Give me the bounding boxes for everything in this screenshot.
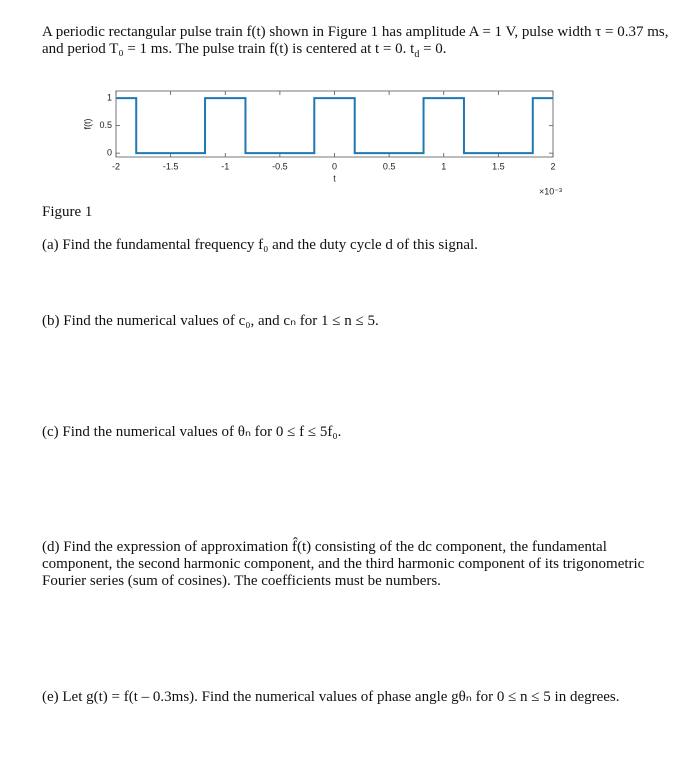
question: (b) Find the numerical values of c₀, and… (42, 313, 379, 329)
question: (e) Let g(t) = f(t – 0.3ms). Find the nu… (42, 689, 620, 705)
y-axis-label: f(t) (82, 119, 92, 130)
x-tick-label: -2 (112, 161, 120, 171)
x-tick-label: 0 (332, 161, 337, 171)
x-tick-label: 1.5 (492, 161, 505, 171)
x-tick-label: 0.5 (383, 161, 396, 171)
question: (c) Find the numerical values of θₙ for … (42, 424, 342, 440)
y-tick-label: 1 (107, 93, 112, 103)
y-tick-label: 0 (107, 148, 112, 158)
intro-text: = 0. (419, 41, 447, 57)
x-tick-label: 1 (441, 161, 446, 171)
question: (a) Find the fundamental frequency f₀ an… (42, 237, 478, 253)
x-tick-label: -1 (221, 161, 229, 171)
x-tick-label: -1.5 (163, 161, 179, 171)
intro: A periodic rectangular pulse train f(t) … (42, 24, 672, 63)
x-tick-label: 2 (550, 161, 555, 171)
x-axis-label: t (333, 173, 336, 183)
question: (d) Find the expression of approximation… (42, 539, 645, 589)
figure-caption: Figure 1 (42, 204, 93, 220)
intro-subscript: d (414, 49, 420, 60)
plot-frame (115, 90, 554, 158)
figure-chart: -2 -1.5 -1 -0.5 0 0.5 1 1.5 2 0 0.5 1 t f(t) ×10⁻³ (82, 90, 562, 196)
signal-line (116, 97, 553, 155)
x-tick-label: -0.5 (272, 161, 288, 171)
intro-text: A periodic rectangular pulse train f(t) … (42, 24, 669, 57)
x-scale-label: ×10⁻³ (539, 186, 562, 196)
y-tick-label: 0.5 (99, 120, 112, 130)
